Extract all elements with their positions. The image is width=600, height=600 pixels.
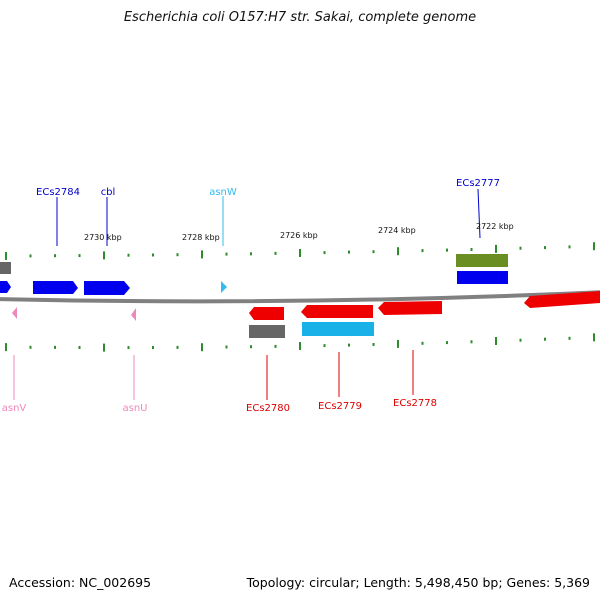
gene-label-ECs2779: ECs2779: [318, 401, 362, 412]
gene-arrow-ECs2784[interactable]: [33, 281, 78, 294]
scale-label-2730: 2730 kbp: [84, 233, 122, 242]
gene-label-asnV: asnV: [2, 403, 27, 414]
scale-label-2722: 2722 kbp: [476, 222, 514, 231]
gene-block-ECs2777[interactable]: [457, 271, 508, 284]
gene-arrow-ECs2778[interactable]: [378, 301, 442, 315]
feature-grey-ECs2780[interactable]: [249, 325, 285, 338]
grey-feature-left-edge[interactable]: [0, 262, 11, 274]
gene-label-asnW: asnW: [209, 187, 237, 198]
gene-arrow-left-edge[interactable]: [0, 281, 11, 293]
gene-label-asnU: asnU: [123, 403, 148, 414]
gene-arrow-right-edge[interactable]: [524, 291, 600, 308]
gene-arrow-ECs2779[interactable]: [301, 305, 373, 318]
scale-label-2728: 2728 kbp: [182, 233, 220, 242]
gene-label-ECs2778: ECs2778: [393, 398, 437, 409]
gene-arrow-ECs2780[interactable]: [249, 307, 284, 320]
scale-ticks-upper: [5, 242, 595, 260]
scale-ticks-lower: [5, 333, 595, 352]
gene-label-ECs2780: ECs2780: [246, 403, 290, 414]
scale-label-2726: 2726 kbp: [280, 231, 318, 240]
gene-label-ECs2784: ECs2784: [36, 187, 80, 198]
scale-label-2724: 2724 kbp: [378, 226, 416, 235]
gene-arrow-cbl[interactable]: [84, 281, 130, 295]
gene-label-ECs2777: ECs2777: [456, 178, 500, 189]
feature-olive-ECs2777[interactable]: [456, 254, 508, 267]
leader-ECs2777: [477, 188, 481, 239]
accession-text: Accession: NC_002695: [9, 575, 152, 590]
genome-title: Escherichia coli O157:H7 str. Sakai, com…: [123, 10, 477, 25]
trna-arrow-asnU[interactable]: [131, 308, 136, 321]
genome-summary-text: Topology: circular; Length: 5,498,450 bp…: [246, 575, 590, 590]
gene-label-cbl: cbl: [101, 187, 116, 198]
genome-backbone: [0, 290, 600, 304]
feature-cyan-ECs2779[interactable]: [302, 322, 374, 336]
trna-arrow-asnV[interactable]: [12, 307, 17, 319]
trna-arrow-asnW[interactable]: [221, 281, 227, 293]
